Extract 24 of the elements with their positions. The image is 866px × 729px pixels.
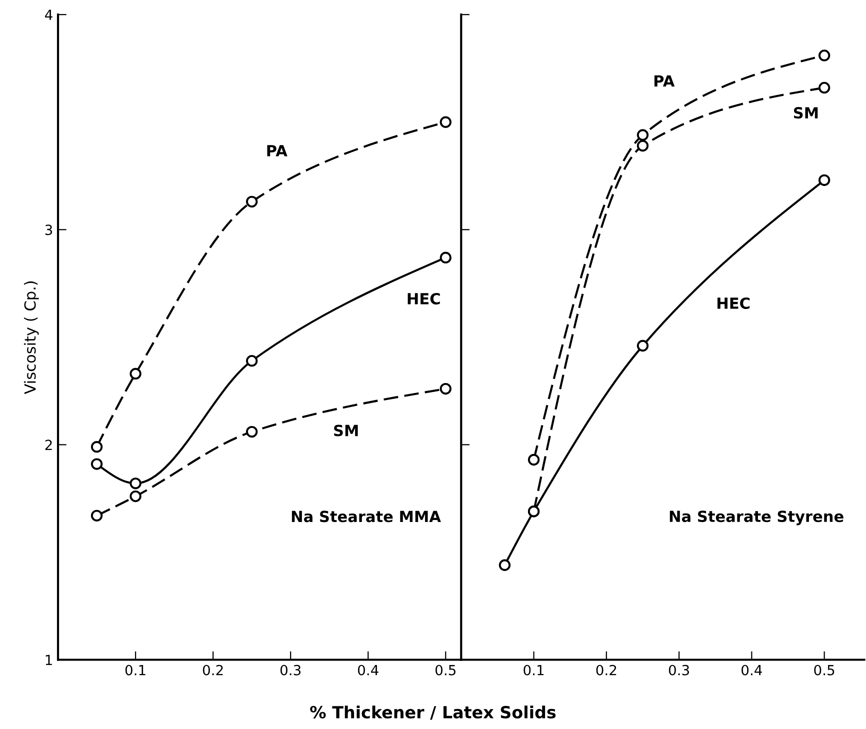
y-tick-label: 1 <box>46 654 52 666</box>
x-tick-label: 0.2 <box>596 664 616 676</box>
x-tick-label: 0.3 <box>668 664 689 676</box>
annotation: Na Stearate MMA <box>292 510 441 522</box>
series-label: HEC <box>718 297 750 310</box>
series-label: PA <box>267 145 288 156</box>
x-tick-label: 0.2 <box>202 664 223 676</box>
x-tick-label: 0.5 <box>436 664 456 676</box>
y-tick-label: 2 <box>45 440 52 450</box>
x-tick-label: 0.5 <box>814 664 834 676</box>
y-tick-label: 3 <box>45 224 52 236</box>
y-axis-title: Viscosity ( Cp.) <box>24 281 39 394</box>
x-tick-label: 0.4 <box>358 664 378 676</box>
y-tick-label: 4 <box>45 10 52 20</box>
x-tick-label: 0.1 <box>524 664 544 676</box>
series-label: SM <box>334 424 358 436</box>
x-axis-title: % Thickener / Latex Solids <box>310 706 556 720</box>
x-tick-label: 0.4 <box>742 664 762 676</box>
series-label: PA <box>654 75 675 86</box>
series-label: SM <box>794 107 818 119</box>
series-label: HEC <box>408 292 440 304</box>
x-tick-label: 0.3 <box>280 664 301 676</box>
x-tick-label: 0.1 <box>125 664 146 676</box>
annotation: Na Stearate Styrene <box>670 510 844 526</box>
